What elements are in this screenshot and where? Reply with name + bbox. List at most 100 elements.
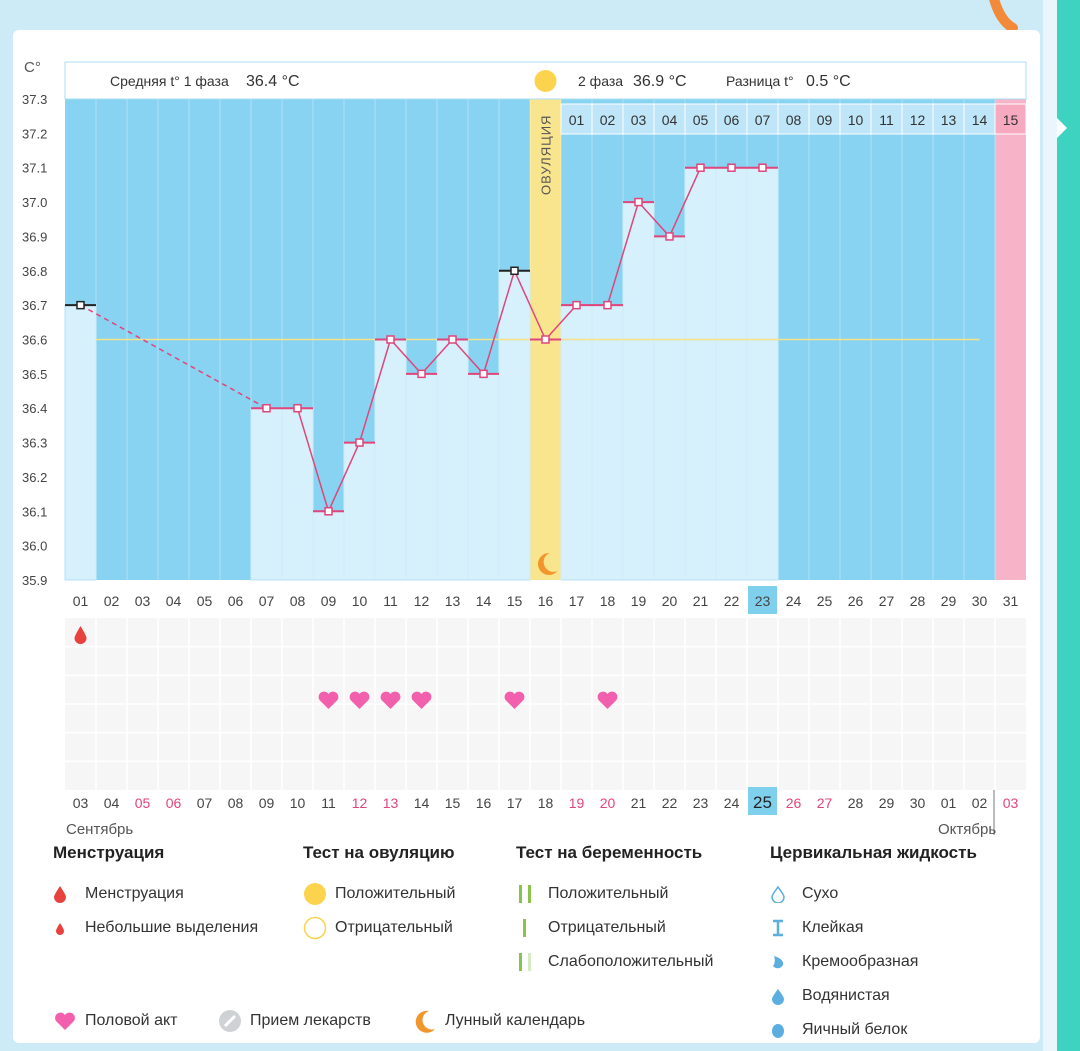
date-label: 17 — [507, 795, 523, 811]
y-tick-label: 37.2 — [22, 126, 47, 141]
legend-item-sticky: Клейкая — [802, 919, 864, 936]
cycle-day-label: 02 — [600, 112, 616, 128]
y-tick-label: 36.3 — [22, 436, 47, 451]
y-tick-label: 36.1 — [22, 504, 47, 519]
cycle-day-label: 10 — [848, 112, 864, 128]
legend-cervical: Цервикальная жидкость Сухо Клейкая Кремо… — [770, 843, 977, 1047]
date-label: 16 — [476, 795, 492, 811]
x-day-label: 16 — [538, 593, 554, 609]
x-day-label: 23 — [755, 593, 771, 609]
intercourse-heart — [411, 691, 432, 709]
legend-ovulation-title: Тест на овуляцию — [303, 843, 455, 862]
blood-drop-icon — [53, 885, 85, 903]
phase2-label: 2 фаза — [578, 73, 623, 89]
moon-icon — [413, 1009, 445, 1033]
legend-item-preg-faint: Слабоположительный — [548, 953, 714, 970]
legend-ovulation-test: Тест на овуляцию Положительный Отрицател… — [303, 843, 455, 945]
date-label: 06 — [166, 795, 182, 811]
x-day-label: 02 — [104, 593, 120, 609]
cycle-day-label: 11 — [879, 112, 894, 128]
legend-item-intercourse: Половой акт — [85, 1012, 178, 1029]
intercourse-heart — [380, 691, 401, 709]
y-tick-label: 36.5 — [22, 367, 47, 382]
date-label: 23 — [693, 795, 709, 811]
y-tick-label: 37.3 — [22, 92, 47, 107]
temperature-bar — [467, 373, 500, 581]
empty-circle-icon — [303, 916, 335, 940]
watery-icon — [770, 987, 802, 1005]
pill-icon — [218, 1009, 250, 1033]
cycle-day-label: 04 — [662, 112, 678, 128]
intercourse-heart — [597, 691, 618, 709]
y-tick-label: 35.9 — [22, 573, 47, 588]
x-day-label: 27 — [879, 593, 895, 609]
x-day-label: 12 — [414, 593, 430, 609]
x-day-label: 06 — [228, 593, 244, 609]
x-day-label: 22 — [724, 593, 740, 609]
intercourse-heart — [318, 691, 339, 709]
temperature-point — [386, 335, 395, 344]
cycle-day-cell — [622, 103, 655, 135]
legend-item-preg-positive: Положительный — [548, 885, 669, 902]
double-line-icon — [516, 884, 548, 904]
date-label: 19 — [569, 795, 585, 811]
sun-icon — [534, 70, 557, 92]
temperature-bar — [405, 373, 438, 581]
highlight-date-cell — [748, 787, 777, 815]
faint-line-icon — [516, 952, 548, 972]
legend-item-preg-negative: Отрицательный — [548, 919, 666, 936]
cycle-day-label: 05 — [693, 112, 709, 128]
temperature-point — [510, 266, 519, 276]
cycle-day-cell — [560, 103, 593, 135]
legend-item-creamy: Кремообразная — [802, 953, 919, 970]
heart-icon — [53, 1011, 85, 1031]
temperature-line-segment — [482, 270, 516, 375]
right-edge-bar — [1057, 0, 1080, 1051]
temperature-line-segment — [513, 270, 547, 340]
date-label: 28 — [848, 795, 864, 811]
temperature-bar — [343, 442, 376, 581]
period-column — [995, 99, 1026, 580]
x-day-label: 17 — [569, 593, 585, 609]
cycle-day-label: 06 — [724, 112, 740, 128]
x-day-label: 07 — [259, 593, 275, 609]
temperature-line-segment — [668, 167, 702, 237]
month-right-label: Октябрь — [938, 821, 996, 838]
month-left-label: Сентябрь — [66, 821, 133, 838]
y-tick-label: 36.6 — [22, 333, 47, 348]
x-day-label: 20 — [662, 593, 678, 609]
temperature-bar — [281, 407, 314, 581]
temperature-point — [696, 163, 705, 172]
temperature-point — [541, 335, 550, 344]
x-day-label: 28 — [910, 593, 926, 609]
x-day-label: 15 — [507, 593, 523, 609]
x-day-label: 10 — [352, 593, 368, 609]
decorative-swoosh — [989, 0, 1018, 33]
date-label: 11 — [321, 795, 336, 811]
x-day-label: 19 — [631, 593, 647, 609]
cycle-day-label: 15 — [1003, 112, 1019, 128]
temperature-bar — [64, 304, 97, 581]
phase2-value: 36.9 °C — [633, 73, 687, 90]
cycle-day-cell — [963, 103, 996, 135]
temperature-bar — [498, 270, 531, 581]
x-day-label: 05 — [197, 593, 213, 609]
date-label: 26 — [786, 795, 802, 811]
date-label: 01 — [941, 795, 957, 811]
temperature-bar — [560, 304, 593, 581]
scroll-arrow-icon — [1057, 118, 1067, 138]
temperature-point — [417, 369, 426, 379]
cycle-day-cell — [653, 103, 686, 135]
date-label: 03 — [1003, 795, 1019, 811]
cycle-day-cell — [777, 103, 810, 135]
cycle-day-cell — [591, 103, 624, 135]
bbt-chart: C° 01 02 03 04 05 06 07 08 09 10 11 12 13 14 15 Средня… — [22, 59, 1067, 838]
x-day-label: 21 — [693, 593, 709, 609]
date-label: 30 — [910, 795, 926, 811]
cycle-day-cell — [808, 103, 841, 135]
moon-icon — [538, 552, 558, 575]
intercourse-heart — [504, 691, 525, 709]
temperature-point — [572, 300, 581, 310]
temperature-line-segment — [296, 407, 330, 512]
date-label: 07 — [197, 795, 213, 811]
